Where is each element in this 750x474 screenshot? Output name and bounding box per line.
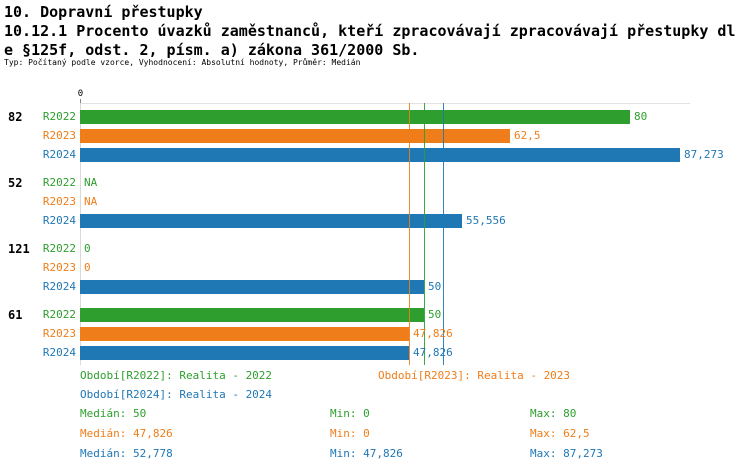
series-label: R2022	[42, 242, 76, 255]
bar-value-label: 47,826	[413, 327, 453, 340]
chart-meta: Typ: Počítaný podle vzorce, Vyhodnocení:…	[4, 58, 361, 67]
legend-item-r2022: Období[R2022]: Realita - 2022	[80, 369, 273, 382]
bar-value-label: 80	[634, 110, 648, 123]
series-label: R2024	[42, 346, 76, 359]
median-line-R2022	[424, 103, 425, 365]
bar-R2024	[80, 214, 462, 228]
stat-min-r2022: Min: 0	[330, 407, 370, 420]
group-label: 121	[8, 242, 30, 256]
series-label: R2024	[42, 148, 76, 161]
bar-R2024	[80, 346, 409, 360]
bar-R2023	[80, 327, 409, 341]
chart-subtitle-line1: 10.12.1 Procento úvazků zaměstnanců, kte…	[4, 22, 736, 40]
series-label: R2024	[42, 280, 76, 293]
stat-median-r2022: Medián: 50	[80, 407, 147, 420]
stat-max-r2024: Max: 87,273	[530, 447, 603, 460]
series-label: R2023	[42, 195, 76, 208]
bar-value-label: 0	[84, 261, 91, 274]
series-label: R2022	[42, 308, 76, 321]
y-axis-line	[80, 103, 81, 365]
bar-value-label: 50	[428, 280, 442, 293]
bar-R2024	[80, 148, 680, 162]
group-label: 82	[8, 110, 23, 124]
bar-value-label: 47,826	[413, 346, 453, 359]
chart-title: 10. Dopravní přestupky	[4, 3, 203, 21]
stat-min-r2024: Min: 47,826	[330, 447, 403, 460]
bar-value-label: 50	[428, 308, 442, 321]
group-label: 61	[8, 308, 23, 322]
series-label: R2023	[42, 327, 76, 340]
x-axis-line	[80, 103, 690, 104]
legend-item-r2024: Období[R2024]: Realita - 2024	[80, 388, 273, 401]
median-line-R2023	[409, 103, 410, 365]
stat-median-r2023: Medián: 47,826	[80, 427, 173, 440]
bar-value-label: 87,273	[684, 148, 724, 161]
bar-R2023	[80, 129, 510, 143]
bar-value-label: 62,5	[514, 129, 541, 142]
bar-R2024	[80, 280, 424, 294]
bar-value-label: NA	[84, 176, 98, 189]
x-axis-zero-label: 0	[77, 89, 84, 99]
bar-R2022	[80, 308, 424, 322]
stat-min-r2023: Min: 0	[330, 427, 370, 440]
bar-chart-plot: 0 82 R2022 80 R2023 62,5 R2024 87,273 52 R2022 NA…	[0, 89, 750, 365]
group-label: 52	[8, 176, 23, 190]
bar-R2022	[80, 110, 630, 124]
legend-item-r2023: Období[R2023]: Realita - 2023	[378, 369, 571, 382]
bar-value-label: NA	[84, 195, 98, 208]
chart-subtitle-line2: e §125f, odst. 2, písm. a) zákona 361/20…	[4, 41, 420, 59]
bar-value-label: 55,556	[466, 214, 506, 227]
series-label: R2024	[42, 214, 76, 227]
stat-max-r2023: Max: 62,5	[530, 427, 590, 440]
series-label: R2023	[42, 129, 76, 142]
stat-max-r2022: Max: 80	[530, 407, 577, 420]
series-label: R2022	[42, 176, 76, 189]
stat-median-r2024: Medián: 52,778	[80, 447, 173, 460]
series-label: R2023	[42, 261, 76, 274]
bar-value-label: 0	[84, 242, 91, 255]
x-axis-zero-tick	[80, 99, 81, 103]
series-label: R2022	[42, 110, 76, 123]
median-line-R2024	[443, 103, 444, 365]
